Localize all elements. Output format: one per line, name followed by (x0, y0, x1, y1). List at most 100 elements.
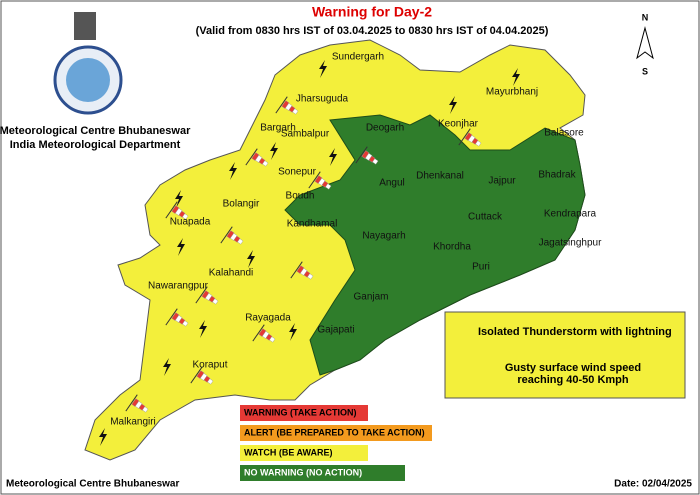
legend-label: WATCH (BE AWARE) (244, 447, 333, 457)
district-label: Deogarh (366, 123, 404, 134)
pole (252, 324, 265, 342)
legend-label: ALERT (BE PREPARED TO TAKE ACTION) (244, 427, 425, 437)
district-label: Keonjhar (438, 119, 479, 130)
pole (190, 366, 203, 384)
lightning-icon (163, 358, 171, 376)
district-label: Dhenkanal (416, 171, 464, 182)
lightning-icon (247, 250, 255, 268)
district-label: Nawarangpur (148, 281, 209, 292)
symbol-legend-box (444, 311, 686, 399)
lightning-icon (449, 96, 457, 114)
no-warning-swatch (240, 465, 405, 481)
windsock-icon (458, 128, 482, 147)
compass-s: S (642, 66, 648, 76)
legend-label: WARNING (TAKE ACTION) (244, 407, 357, 417)
legend-label: NO WARNING (NO ACTION) (244, 467, 362, 477)
org-line: India Meteorological Department (10, 139, 181, 151)
sock-band (237, 238, 244, 245)
district-label: Boudh (286, 191, 315, 202)
lightning-icon (175, 190, 183, 208)
alert-swatch (240, 425, 432, 441)
district-label: Gajapati (317, 325, 354, 336)
sock-band (142, 406, 149, 413)
windsock-icon (125, 394, 149, 413)
sock-band (372, 158, 379, 165)
district-label: Bargarh (260, 123, 296, 134)
district-label: Angul (379, 178, 405, 189)
org-line: Meteorological Centre Bhubaneswar (0, 125, 191, 137)
windsock-icon (165, 308, 189, 327)
pole (165, 201, 178, 219)
district-label: Sambalpur (281, 129, 330, 140)
lightning-icon (199, 320, 207, 338)
district-label: Kalahandi (209, 268, 253, 279)
sock-band (262, 160, 269, 167)
district-label: Ganjam (353, 292, 388, 303)
legend-wind-wrap: Gusty surface wind speed reaching 40-50 … (504, 362, 642, 386)
sock-band (292, 108, 299, 115)
windsock-icon (245, 148, 269, 167)
district-label: Jharsuguda (296, 94, 349, 105)
pole (355, 146, 368, 164)
windsock-icon (220, 226, 244, 245)
sock-band (182, 213, 189, 220)
lightning-icon (289, 323, 297, 341)
district-label: Kendrapara (544, 209, 597, 220)
emblem (53, 12, 123, 115)
pole (275, 96, 288, 114)
watch-swatch (240, 445, 368, 461)
district-label: Nuapada (170, 217, 211, 228)
district-label: Bhadrak (538, 170, 576, 181)
district-label: Puri (472, 262, 490, 273)
lightning-icon (177, 238, 185, 256)
district-label: Mayurbhanj (486, 87, 538, 98)
pole (220, 226, 233, 244)
pole (458, 128, 471, 146)
footer-org: Meteorological Centre Bhubaneswar (6, 479, 179, 490)
district-label: Nayagarh (362, 231, 405, 242)
windsock-icon (190, 366, 214, 385)
lightning-icon (229, 162, 237, 180)
sock-band (307, 273, 314, 280)
district-label: Khordha (433, 242, 471, 253)
district-label: Sundergarh (332, 52, 384, 63)
windsock-icon (195, 286, 219, 305)
pole (195, 286, 208, 304)
pole (245, 148, 258, 166)
lightning-icon (99, 428, 107, 446)
pole (290, 261, 303, 279)
windsock-icon (275, 96, 299, 115)
windsock-icon (290, 261, 314, 280)
pole (165, 308, 178, 326)
district-label: Jagatsinghpur (539, 238, 602, 249)
district-label: Malkangiri (110, 417, 156, 428)
compass-n: N (642, 12, 649, 22)
sock-band (182, 320, 189, 327)
no-warning-area (284, 114, 586, 376)
windsock-icon (252, 324, 276, 343)
district-label: Sonepur (278, 167, 316, 178)
district-label: Jajpur (488, 176, 516, 187)
district-label: Balasore (544, 128, 584, 139)
title: Warning for Day-2 (312, 4, 432, 20)
lightning-icon (512, 68, 520, 86)
district-label: Rayagada (245, 313, 291, 324)
sock-band (207, 378, 214, 385)
compass-arrow (636, 26, 654, 60)
district-label: Kandhamal (287, 219, 338, 230)
sock-band (269, 336, 276, 343)
subtitle: (Valid from 0830 hrs IST of 03.04.2025 t… (196, 25, 549, 37)
district-label: Cuttack (468, 212, 503, 223)
windsock-icon (355, 146, 379, 165)
pole (308, 171, 321, 189)
district-label: Bolangir (223, 199, 260, 210)
windsock-icon (165, 201, 189, 220)
windsock-icon (308, 171, 332, 190)
sock-band (212, 298, 219, 305)
footer-date: Date: 02/04/2025 (614, 479, 692, 490)
legend-wind: Gusty surface wind speed reaching 40-50 … (504, 362, 642, 386)
lightning-icon (270, 142, 278, 160)
lightning-icon (329, 148, 337, 166)
lightning-icon (319, 60, 327, 78)
